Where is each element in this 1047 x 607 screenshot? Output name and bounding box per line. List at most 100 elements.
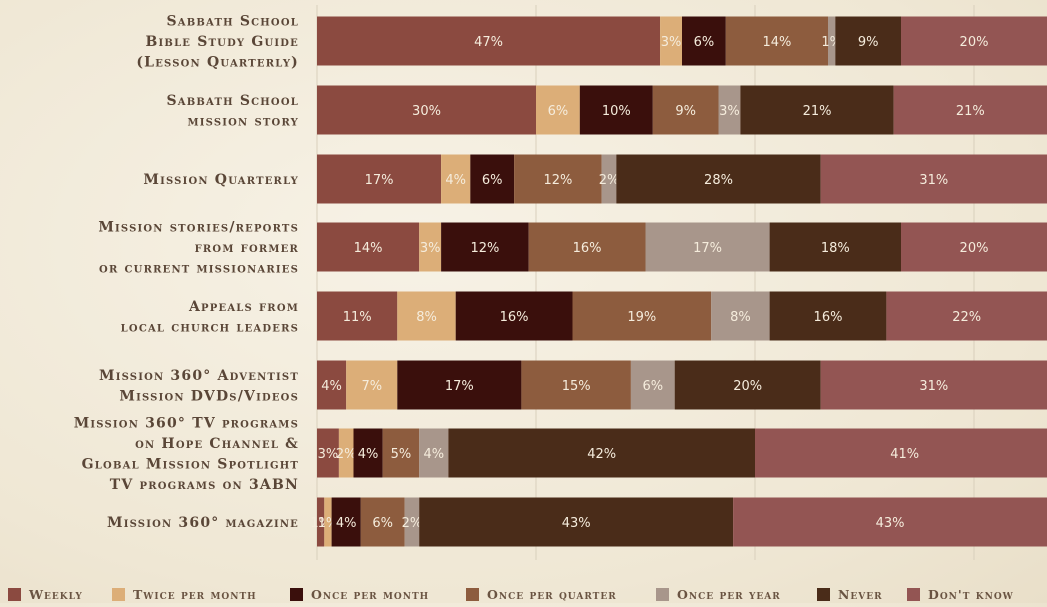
bars: 47% 3% 6% 14% 1% 9% 20%30% 6% 10% 9% 3% 21% 21%17% 4%… (310, 16, 1047, 547)
value-label: 16% (573, 241, 602, 256)
value-label: 11% (343, 310, 372, 325)
bar-segment (755, 428, 1047, 478)
bar-segment (682, 16, 726, 66)
bar-segment (317, 497, 325, 547)
legend-label: Once per month (311, 587, 429, 602)
value-label: 10% (602, 104, 631, 119)
bar-segment (616, 154, 821, 204)
value-label: 20% (733, 379, 762, 394)
bar-segment (317, 222, 420, 272)
value-label: 8% (730, 310, 751, 325)
bar-segment (536, 85, 580, 135)
bar-segment (382, 428, 420, 478)
bar-segment (353, 428, 383, 478)
value-label: 16% (814, 310, 843, 325)
legend-label: Once per year (677, 587, 781, 602)
bar-segment (645, 222, 770, 272)
value-label: 20% (960, 35, 989, 50)
value-label: 15% (562, 379, 591, 394)
legend-swatch (466, 588, 479, 601)
category-label-line: Mission 360° magazine (107, 515, 299, 531)
category-label-line: from former (195, 240, 299, 256)
bar-segment (397, 291, 456, 341)
category-label: Sabbath School mission story (166, 93, 300, 130)
value-label: 16% (500, 310, 529, 325)
value-label: 14% (354, 241, 383, 256)
bar-segment (901, 16, 1047, 66)
bar-segment (317, 360, 347, 410)
bar-segment (711, 291, 770, 341)
category-label-line: mission story (188, 113, 300, 129)
value-label: 4% (358, 447, 379, 462)
legend: Weekly Twice per month Once per month Once … (8, 587, 1014, 602)
category-label-line: Sabbath School (166, 14, 299, 30)
category-label: Mission 360° Adventist Mission DVDs/Video… (99, 368, 298, 405)
category-label-line: local church leaders (121, 319, 299, 335)
value-label: 21% (956, 104, 985, 119)
legend-label: Don't know (928, 587, 1014, 602)
category-label: Sabbath School Bible Study Guide (Lesson Q… (136, 14, 300, 71)
bar-segment (660, 16, 682, 66)
value-label: 20% (960, 241, 989, 256)
bar-segment (324, 497, 332, 547)
value-label: 43% (876, 516, 905, 531)
bar-segment (317, 16, 661, 66)
bar-segment (820, 360, 1047, 410)
value-label: 31% (919, 379, 948, 394)
category-label: Mission stories/reports from former or cur… (98, 220, 299, 277)
bar-segment (528, 222, 646, 272)
bar-segment (521, 360, 631, 410)
bar-segment (331, 497, 361, 547)
legend-swatch (8, 588, 21, 601)
bar-segment (718, 85, 741, 135)
value-label: 3% (661, 35, 682, 50)
category-label: Mission 360° TV programs on Hope Channel … (74, 415, 299, 493)
bar-segment (835, 16, 901, 66)
category-label-line: Bible Study Guide (146, 34, 300, 50)
value-label: 2% (402, 516, 423, 531)
bar-segment (317, 291, 398, 341)
bar-segment (317, 154, 442, 204)
value-label: 4% (336, 516, 357, 531)
bar-segment (652, 85, 719, 135)
bar-segment (901, 222, 1047, 272)
value-label: 14% (762, 35, 791, 50)
value-label: 17% (365, 173, 394, 188)
category-label-line: or current missionaries (99, 261, 299, 277)
bar-segment (470, 154, 515, 204)
value-label: 6% (372, 516, 393, 531)
value-label: 4% (321, 379, 342, 394)
value-label: 6% (642, 379, 663, 394)
value-label: 12% (543, 173, 572, 188)
value-label: 47% (474, 35, 503, 50)
value-label: 3% (318, 447, 339, 462)
category-label: Appeals from local church leaders (121, 299, 299, 336)
value-label: 18% (821, 241, 850, 256)
category-label-line: on Hope Channel & (135, 436, 299, 452)
value-label: 3% (719, 104, 740, 119)
value-label: 12% (470, 241, 499, 256)
bar-segment (419, 428, 449, 478)
bar-segment (769, 291, 887, 341)
bar-segment (630, 360, 675, 410)
bar-segment (317, 85, 536, 135)
category-label-line: Mission 360° TV programs (74, 415, 299, 431)
value-label: 30% (412, 104, 441, 119)
category-label-line: Mission Quarterly (143, 172, 299, 188)
value-label: 41% (890, 447, 919, 462)
bar-segment (740, 85, 894, 135)
bar-segment (828, 16, 836, 66)
bar-segment (733, 497, 1047, 547)
bar-segment (725, 16, 828, 66)
bar-segment (346, 360, 398, 410)
bar-segment (360, 497, 405, 547)
category-label: Mission 360° magazine (107, 515, 299, 531)
value-label: 17% (693, 241, 722, 256)
bar-segment (674, 360, 821, 410)
legend-swatch (907, 588, 920, 601)
value-label: 6% (482, 173, 503, 188)
legend-swatch (290, 588, 303, 601)
legend-label: Never (838, 587, 883, 602)
value-label: 3% (420, 241, 441, 256)
